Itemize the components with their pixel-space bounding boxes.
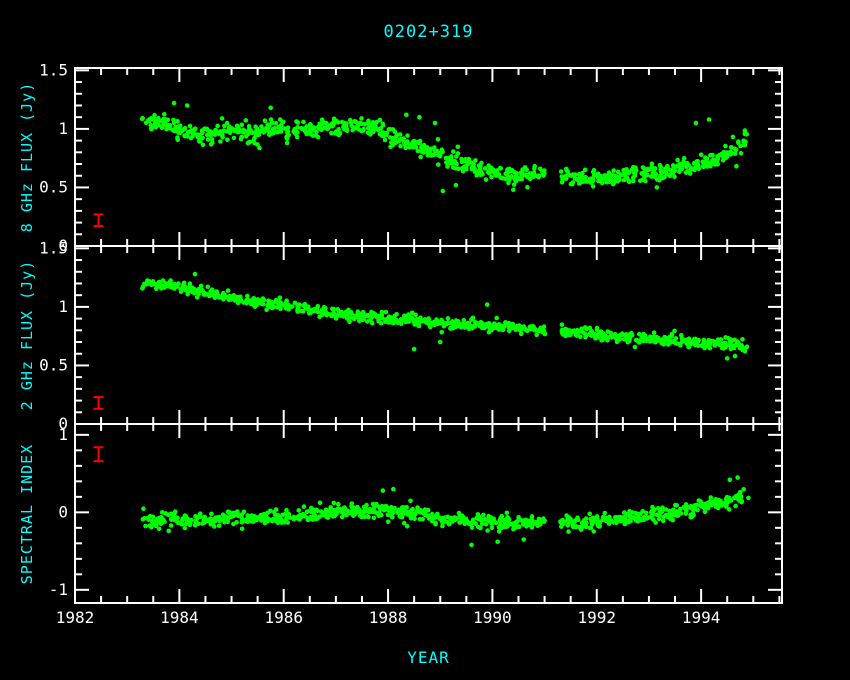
svg-text:1982: 1982	[56, 608, 95, 627]
scatter-8ghz-flux	[139, 100, 749, 194]
panel-8ghz-flux: 0 0.5 1 1.5	[39, 60, 783, 255]
y-tick-labels: -1 0 1	[49, 425, 68, 599]
svg-text:1: 1	[58, 297, 68, 316]
svg-text:-1: -1	[49, 580, 68, 599]
panel-spectral-index: -1 0 1	[49, 423, 783, 604]
panel-frame	[74, 245, 783, 425]
errorbar-2ghz-flux	[93, 396, 104, 410]
y-tick-labels: 0 0.5 1 1.5	[39, 60, 68, 255]
svg-text:1.5: 1.5	[39, 238, 68, 257]
svg-text:0: 0	[58, 414, 68, 433]
y-ticks	[75, 247, 782, 425]
svg-text:0: 0	[58, 236, 68, 255]
svg-text:1.5: 1.5	[39, 60, 68, 79]
x-ticks	[74, 424, 781, 603]
x-tick-labels: 1982 1984 1986 1988 1990 1992 1994	[56, 608, 721, 627]
svg-text:1: 1	[58, 425, 68, 444]
svg-text:0: 0	[58, 502, 68, 521]
scatter-2ghz-flux	[140, 271, 750, 361]
figure-title: 0202+319	[383, 22, 474, 42]
svg-text:0.5: 0.5	[39, 355, 68, 374]
scatter-spectral-index	[140, 475, 751, 548]
svg-text:1992: 1992	[578, 608, 617, 627]
svg-text:1986: 1986	[264, 608, 303, 627]
x-ticks	[74, 68, 781, 246]
y-axis-label-2ghz-flux: 2 GHz FLUX (Jy)	[18, 259, 36, 411]
y-ticks	[75, 69, 782, 247]
x-ticks	[74, 246, 781, 424]
y-axis-label-spectral-index: SPECTRAL INDEX	[18, 443, 36, 585]
errorbar-8ghz-flux	[93, 213, 104, 228]
svg-text:1: 1	[58, 119, 68, 138]
y-axis-label-8ghz-flux: 8 GHz FLUX (Jy)	[18, 81, 36, 233]
svg-text:1988: 1988	[369, 608, 408, 627]
svg-text:1994: 1994	[682, 608, 721, 627]
y-tick-labels: 0 0.5 1 1.5	[39, 238, 68, 433]
panel-2ghz-flux: 0 0.5 1 1.5	[39, 238, 783, 433]
svg-text:1990: 1990	[473, 608, 512, 627]
panel-frame	[74, 423, 783, 604]
errorbar-spectral-index	[93, 446, 104, 463]
x-axis-label: YEAR	[407, 648, 450, 667]
svg-text:1984: 1984	[160, 608, 199, 627]
y-ticks	[75, 433, 782, 591]
svg-text:0.5: 0.5	[39, 177, 68, 196]
